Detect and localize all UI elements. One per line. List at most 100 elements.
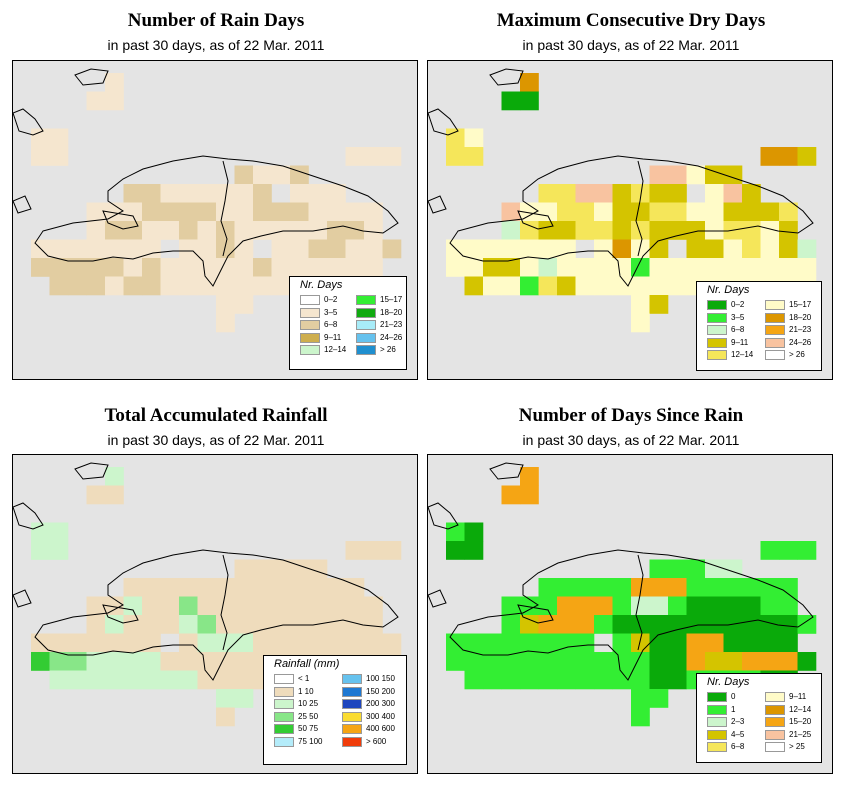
legend-item: 200 300 <box>342 699 395 709</box>
grid-cell <box>631 633 650 653</box>
grid-cell <box>742 652 761 671</box>
grid-cell <box>779 652 798 671</box>
grid-cell <box>520 258 539 277</box>
grid-cell <box>742 221 761 240</box>
coastline <box>517 604 554 624</box>
grid-cell <box>483 258 502 277</box>
grid-cell <box>464 670 484 690</box>
legend-item: 21–23 <box>356 320 402 330</box>
grid-cell <box>668 578 687 597</box>
grid-cell <box>612 652 632 671</box>
grid-cell <box>668 670 687 690</box>
grid-cell <box>290 615 309 634</box>
grid-cell <box>216 615 235 634</box>
grid-cell <box>483 670 502 690</box>
grid-cell <box>68 276 87 296</box>
grid-cell <box>760 633 780 653</box>
grid-cell <box>86 276 106 296</box>
grid-cell <box>575 633 595 653</box>
grid-cell <box>557 221 576 240</box>
grid-cell <box>501 258 521 277</box>
grid-cell <box>464 541 484 560</box>
grid-cell <box>345 258 365 277</box>
grid-cell <box>253 559 272 579</box>
grid-cell <box>649 184 669 203</box>
grid-cell <box>483 652 502 671</box>
grid-cell <box>86 615 106 634</box>
grid-cell <box>649 258 669 277</box>
legend-label: 18–20 <box>789 312 812 322</box>
grid-cell <box>760 258 780 277</box>
legend-label: 18–20 <box>380 307 403 317</box>
legend-item: > 26 <box>765 350 805 360</box>
grid-cell <box>631 670 650 690</box>
grid-cell <box>327 615 346 634</box>
grid-cell <box>538 258 558 277</box>
grid-cell <box>631 596 650 616</box>
grid-cell <box>557 258 576 277</box>
coastline <box>489 68 524 86</box>
grid-cell <box>160 670 180 690</box>
coastline <box>34 155 399 287</box>
grid-cell <box>594 652 613 671</box>
legend-item: 6–8 <box>707 325 744 335</box>
grid-cell <box>779 633 798 653</box>
grid-cell <box>327 239 346 259</box>
grid-cell <box>234 689 254 708</box>
legend-label: 9–11 <box>324 332 342 342</box>
legend-swatch <box>707 337 727 348</box>
legend-item: 1 10 <box>274 686 314 697</box>
grid-cell <box>501 91 521 111</box>
grid-cell <box>612 184 632 203</box>
grid-cell <box>649 670 669 690</box>
grid-cell <box>631 239 650 259</box>
grid-cell <box>575 652 595 671</box>
legend-item: 6–8 <box>707 742 744 752</box>
legend-item: 400 600 <box>342 724 395 734</box>
legend-item: 15–17 <box>356 295 402 305</box>
grid-cell <box>464 258 484 277</box>
grid-cell <box>123 578 143 597</box>
grid-cell <box>49 652 69 671</box>
legend-swatch <box>274 736 294 747</box>
grid-cell <box>160 652 180 671</box>
grid-cell <box>797 541 817 560</box>
grid-cell <box>797 615 817 634</box>
grid-cell <box>271 615 291 634</box>
grid-cell <box>520 615 539 634</box>
coastline <box>34 549 399 681</box>
legend-swatch <box>765 717 785 727</box>
grid-cell <box>557 239 576 259</box>
legend-title: Nr. Days <box>707 676 750 688</box>
grid-cell <box>216 689 235 708</box>
legend-title: Nr. Days <box>707 284 750 296</box>
legend-label: 0–2 <box>324 295 338 304</box>
grid-cell <box>49 522 69 542</box>
grid-cell <box>575 184 595 203</box>
grid-cell <box>575 258 595 277</box>
grid-cell <box>216 295 235 314</box>
grid-cell <box>742 239 761 259</box>
grid-cell <box>364 221 383 240</box>
grid-cell <box>290 596 309 616</box>
grid-cell <box>483 239 502 259</box>
legend-item: 300 400 <box>342 711 395 722</box>
legend-item: 12–14 <box>707 350 753 360</box>
grid-cell <box>760 202 780 222</box>
legend-swatch <box>707 717 727 727</box>
grid-cell <box>686 652 706 671</box>
grid-cell <box>290 559 309 579</box>
grid-cell <box>68 652 87 671</box>
legend-swatch <box>356 307 376 318</box>
grid-cell <box>631 313 650 333</box>
grid-cell <box>612 670 632 690</box>
grid-cell <box>345 147 365 166</box>
grid-cell <box>649 202 669 222</box>
legend-title: Rainfall (mm) <box>274 658 340 670</box>
legend-swatch <box>274 711 294 722</box>
legend-swatch <box>342 736 362 747</box>
grid-cell <box>123 652 143 671</box>
legend-item: 18–20 <box>356 307 403 318</box>
legend-label: 15–20 <box>789 717 812 726</box>
legend-label: 24–26 <box>380 332 403 342</box>
